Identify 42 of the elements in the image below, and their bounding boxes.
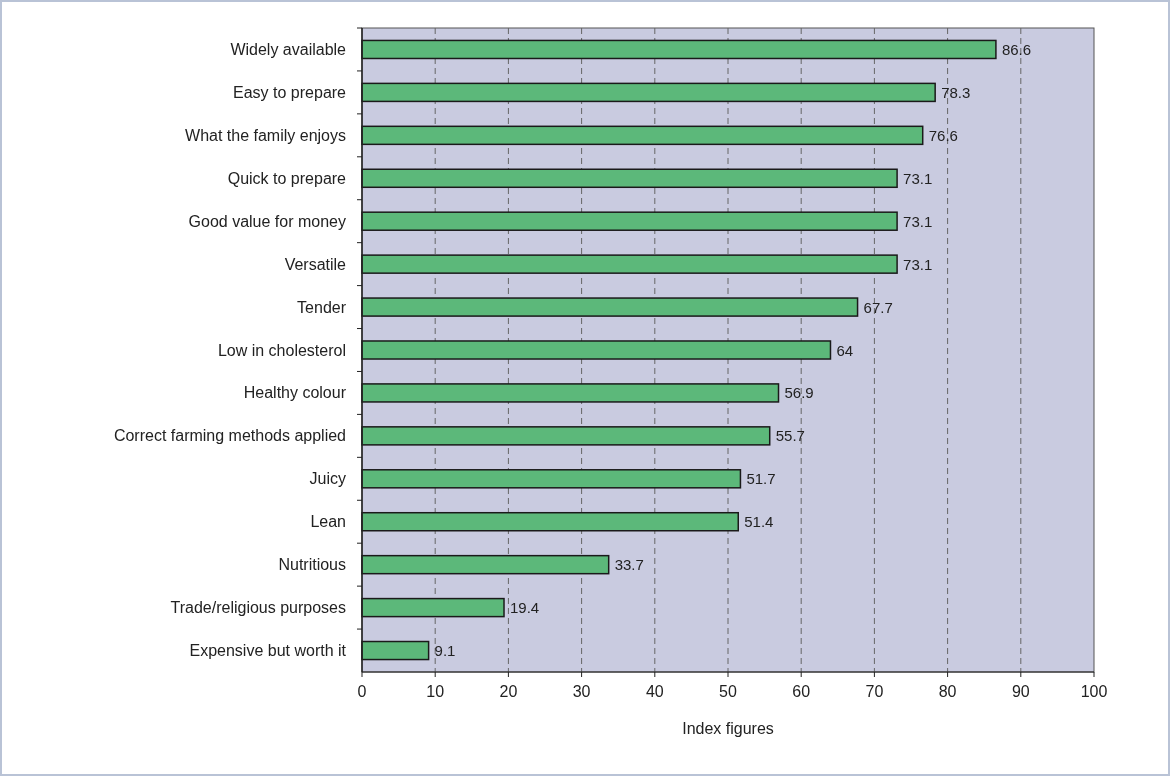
data-label: 56.9: [784, 384, 814, 402]
data-label: 55.7: [775, 427, 805, 445]
x-axis-title: Index figures: [682, 720, 774, 737]
y-tick-label: Juicy: [309, 470, 346, 488]
y-tick-label: Quick to prepare: [227, 169, 347, 187]
x-tick-label: 70: [865, 683, 884, 700]
x-tick-label: 90: [1011, 683, 1030, 700]
y-tick-label: Nutritious: [278, 556, 346, 574]
y-tick-label: Lean: [310, 513, 346, 531]
x-tick-label: 80: [938, 683, 957, 700]
data-label: 9.1: [434, 642, 456, 660]
data-label: 78.3: [941, 83, 971, 101]
data-label: 67.7: [863, 298, 893, 316]
x-tick-label: 0: [357, 683, 367, 700]
y-tick-label: Healthy colour: [243, 384, 347, 402]
y-tick-label: Low in cholesterol: [217, 341, 346, 359]
y-tick-label: Widely available: [230, 40, 347, 58]
data-label: 19.4: [510, 599, 540, 617]
x-tick-label: 20: [499, 683, 518, 700]
x-tick-label: 40: [645, 683, 664, 700]
data-label: 33.7: [614, 556, 644, 574]
x-tick-label: 50: [719, 683, 737, 700]
data-label: 51.4: [744, 513, 774, 531]
y-tick-label: Versatile: [284, 255, 347, 273]
x-tick-label: 30: [572, 683, 591, 700]
y-tick-label: What the family enjoys: [185, 126, 346, 144]
y-tick-label: Correct farming methods applied: [113, 427, 346, 445]
data-label: 76.6: [928, 126, 958, 144]
x-tick-label: 10: [426, 683, 445, 700]
data-label: 73.1: [903, 169, 933, 187]
x-tick-label: 60: [792, 683, 811, 700]
data-label: 64: [836, 341, 854, 359]
y-tick-label: Expensive but worth it: [189, 642, 347, 660]
data-label: 73.1: [903, 212, 933, 230]
y-tick-label: Trade/religious purposes: [170, 599, 346, 617]
x-tick-label: 100: [1080, 683, 1108, 700]
y-tick-label: Good value for money: [188, 212, 346, 230]
data-label: 86.6: [1001, 40, 1032, 58]
y-tick-label: Easy to prepare: [233, 83, 347, 101]
data-label: 51.7: [746, 470, 776, 488]
y-tick-label: Tender: [297, 298, 347, 316]
data-label: 73.1: [903, 255, 933, 273]
